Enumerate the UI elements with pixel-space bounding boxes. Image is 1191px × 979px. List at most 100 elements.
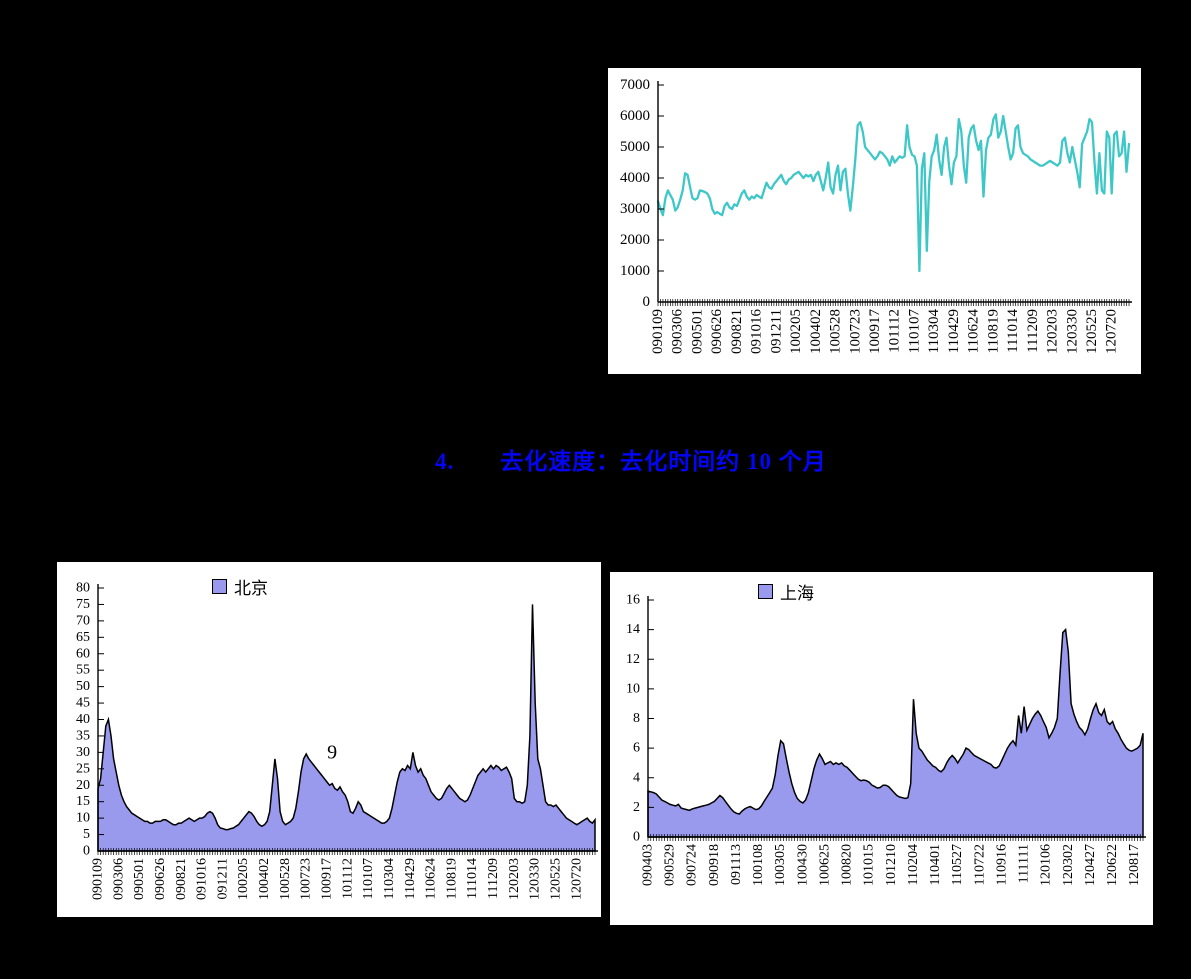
svg-text:120330: 120330 (528, 858, 543, 900)
svg-text:1000: 1000 (620, 263, 650, 279)
svg-text:5: 5 (83, 827, 90, 842)
svg-text:8: 8 (633, 711, 640, 726)
shanghai-legend-label: 上海 (780, 584, 814, 603)
svg-text:090626: 090626 (153, 858, 168, 900)
shanghai-chart: 0 2 4 6 8 10 12 14 16 090403 090529 090724 090918 091… (626, 593, 1146, 886)
svg-text:110429: 110429 (946, 309, 962, 353)
svg-text:090501: 090501 (132, 858, 147, 900)
svg-text:120720: 120720 (1104, 309, 1120, 354)
annotation-9: 9 (327, 741, 337, 763)
svg-text:110429: 110429 (403, 858, 418, 899)
svg-text:090529: 090529 (663, 844, 678, 886)
svg-text:4: 4 (633, 770, 640, 785)
svg-text:100625: 100625 (818, 844, 833, 886)
svg-text:60: 60 (76, 646, 90, 661)
svg-text:50: 50 (76, 679, 90, 694)
svg-text:80: 80 (76, 581, 90, 596)
svg-text:100917: 100917 (867, 309, 883, 355)
svg-text:091211: 091211 (768, 309, 784, 353)
svg-text:101210: 101210 (884, 844, 899, 886)
svg-text:111014: 111014 (1005, 309, 1021, 353)
svg-text:6000: 6000 (620, 108, 650, 124)
svg-text:45: 45 (76, 696, 90, 711)
svg-text:100528: 100528 (278, 858, 293, 900)
svg-text:20: 20 (76, 778, 90, 793)
svg-text:110107: 110107 (907, 309, 923, 354)
svg-text:120720: 120720 (569, 858, 584, 900)
svg-text:110527: 110527 (950, 844, 965, 885)
svg-text:110722: 110722 (972, 844, 987, 885)
svg-text:111111: 111111 (1017, 844, 1032, 883)
svg-text:100917: 100917 (320, 858, 335, 900)
svg-text:0: 0 (83, 844, 90, 859)
svg-text:091016: 091016 (749, 309, 765, 355)
svg-text:090724: 090724 (685, 844, 700, 886)
svg-text:7000: 7000 (620, 77, 650, 93)
svg-text:101112: 101112 (887, 309, 903, 353)
svg-text:100108: 100108 (751, 844, 766, 886)
section-number: 4. (435, 449, 455, 474)
svg-text:101015: 101015 (862, 844, 877, 886)
shanghai-chart-panel: 0 2 4 6 8 10 12 14 16 090403 090529 090724 090918 091… (610, 572, 1153, 925)
svg-text:110204: 110204 (906, 844, 921, 885)
svg-text:090403: 090403 (641, 844, 656, 886)
beijing-legend: 北京 (212, 574, 268, 599)
svg-text:110916: 110916 (995, 844, 1010, 885)
svg-text:091016: 091016 (195, 858, 210, 900)
svg-text:15: 15 (76, 794, 90, 809)
svg-text:110304: 110304 (926, 309, 942, 354)
svg-text:100723: 100723 (299, 858, 314, 900)
svg-text:120203: 120203 (507, 858, 522, 900)
shanghai-legend-swatch-icon (758, 584, 773, 599)
beijing-legend-label: 北京 (234, 579, 268, 598)
svg-text:120302: 120302 (1061, 844, 1076, 886)
svg-text:090109: 090109 (650, 309, 666, 354)
svg-text:111014: 111014 (465, 858, 480, 899)
svg-text:100305: 100305 (773, 844, 788, 886)
svg-text:2: 2 (633, 800, 640, 815)
svg-text:110819: 110819 (444, 858, 459, 899)
svg-text:090918: 090918 (707, 844, 722, 886)
beijing-legend-swatch-icon (212, 579, 227, 594)
svg-text:090626: 090626 (709, 309, 725, 355)
svg-text:090306: 090306 (111, 858, 126, 900)
svg-text:120106: 120106 (1039, 844, 1054, 886)
svg-text:120817: 120817 (1127, 844, 1142, 886)
svg-text:16: 16 (626, 593, 640, 608)
svg-text:120330: 120330 (1064, 309, 1080, 354)
svg-text:091211: 091211 (215, 858, 230, 899)
svg-text:100528: 100528 (828, 309, 844, 354)
svg-text:101112: 101112 (340, 858, 355, 899)
section-title: 去化速度：去化时间约 10 个月 (500, 449, 827, 474)
svg-text:090306: 090306 (670, 309, 686, 355)
weekly-volume-chart-panel: 0 1000 2000 3000 4000 5000 6000 7000 090109 09030… (608, 68, 1141, 374)
svg-text:12: 12 (626, 652, 640, 667)
svg-text:35: 35 (76, 728, 90, 743)
svg-text:120525: 120525 (1084, 309, 1100, 354)
svg-text:55: 55 (76, 663, 90, 678)
svg-text:110401: 110401 (928, 844, 943, 885)
svg-text:120525: 120525 (549, 858, 564, 900)
weekly-volume-chart: 0 1000 2000 3000 4000 5000 6000 7000 090109 09030… (620, 77, 1132, 355)
svg-text:110624: 110624 (966, 309, 982, 354)
svg-text:4000: 4000 (620, 170, 650, 186)
shanghai-legend: 上海 (758, 579, 814, 604)
svg-text:100820: 100820 (840, 844, 855, 886)
svg-text:14: 14 (626, 622, 640, 637)
svg-text:5000: 5000 (620, 139, 650, 155)
svg-text:111209: 111209 (486, 858, 501, 899)
svg-text:090821: 090821 (174, 858, 189, 900)
section-heading: 4. 去化速度：去化时间约 10 个月 (435, 442, 827, 476)
svg-text:100205: 100205 (236, 858, 251, 900)
beijing-chart-panel: 0 5 10 15 20 25 30 35 40 45 50 55 60 65 70 75 80 090109 09… (57, 562, 601, 917)
svg-text:75: 75 (76, 597, 90, 612)
svg-text:100430: 100430 (795, 844, 810, 886)
svg-text:100402: 100402 (257, 858, 272, 900)
svg-text:40: 40 (76, 712, 90, 727)
svg-text:70: 70 (76, 613, 90, 628)
svg-text:2000: 2000 (620, 232, 650, 248)
svg-text:3000: 3000 (620, 201, 650, 217)
svg-text:120427: 120427 (1083, 844, 1098, 886)
